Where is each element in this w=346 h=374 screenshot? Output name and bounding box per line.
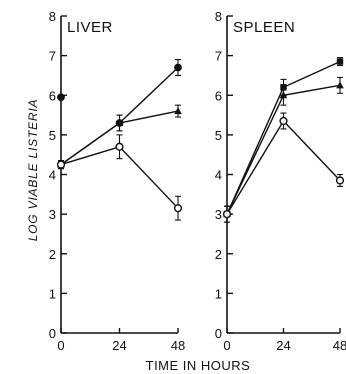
y-tick-label: 6 bbox=[215, 88, 222, 103]
y-tick-label: 8 bbox=[215, 9, 222, 24]
x-tick-label: 48 bbox=[333, 338, 346, 353]
y-tick-label: 4 bbox=[49, 168, 56, 183]
data-point bbox=[115, 118, 124, 126]
data-point bbox=[335, 176, 345, 185]
panel-title: SPLEEN bbox=[233, 19, 295, 36]
y-tick-label: 2 bbox=[49, 247, 56, 262]
y-tick-label: 8 bbox=[49, 9, 56, 24]
series-filled-triangle bbox=[223, 76, 344, 223]
x-tick-label: 0 bbox=[223, 338, 230, 353]
liver-panel: 0 1 2 3 4 5 6 7 8 0 24 48 LIVER bbox=[49, 9, 185, 353]
panel-title: LIVER bbox=[67, 19, 113, 36]
data-point bbox=[56, 160, 66, 169]
y-tick-label: 5 bbox=[49, 128, 56, 143]
y-tick-label: 0 bbox=[215, 326, 222, 341]
data-point bbox=[279, 116, 288, 126]
data-point bbox=[173, 204, 183, 213]
x-tick-label: 0 bbox=[57, 338, 64, 353]
data-point bbox=[57, 93, 65, 102]
y-tick-label: 1 bbox=[215, 286, 222, 301]
data-point bbox=[336, 58, 344, 65]
data-point bbox=[222, 210, 232, 219]
y-tick-label: 7 bbox=[49, 49, 56, 64]
series-line bbox=[226, 119, 341, 215]
y-tick-label: 2 bbox=[215, 247, 222, 262]
series-filled-square bbox=[223, 57, 344, 223]
data-point bbox=[174, 107, 182, 115]
data-point bbox=[279, 91, 288, 99]
data-point bbox=[336, 81, 344, 89]
y-tick-label: 4 bbox=[215, 168, 222, 183]
data-point bbox=[115, 142, 124, 151]
y-tick-label: 6 bbox=[49, 88, 56, 103]
y-tick-label: 3 bbox=[215, 207, 222, 222]
y-tick-label: 1 bbox=[49, 286, 56, 301]
y-axis-label: LOG VIABLE LISTERIA bbox=[26, 99, 40, 242]
x-tick-label: 48 bbox=[171, 338, 185, 353]
x-tick-label: 24 bbox=[112, 338, 126, 353]
y-tick-label: 5 bbox=[215, 128, 222, 143]
y-tick-label: 3 bbox=[49, 207, 56, 222]
x-axis-label: TIME IN HOURS bbox=[146, 358, 251, 373]
data-point bbox=[174, 63, 182, 72]
y-tick-label: 0 bbox=[49, 326, 56, 341]
spleen-panel: 0 1 2 3 4 5 6 7 8 0 24 48 SPLEEN bbox=[215, 9, 346, 353]
y-tick-label: 7 bbox=[215, 49, 222, 64]
x-tick-label: 24 bbox=[276, 338, 290, 353]
series-open-circle bbox=[56, 134, 183, 221]
series-open-circle bbox=[222, 112, 345, 223]
